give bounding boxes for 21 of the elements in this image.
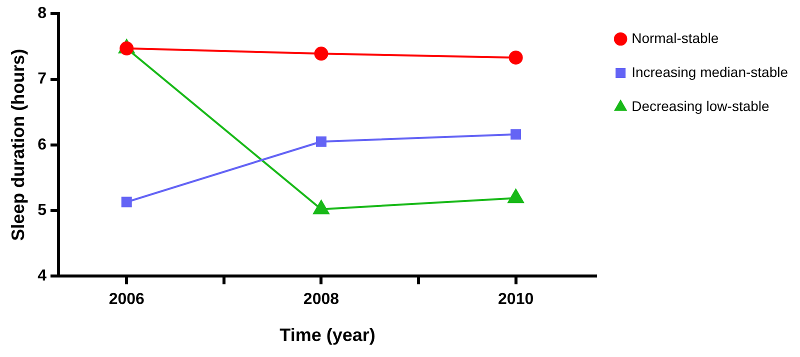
point — [510, 129, 522, 140]
y-tick-label: 6 — [38, 136, 47, 154]
point — [508, 189, 524, 204]
x-tick-label: 2008 — [303, 291, 340, 308]
y-tick-label: 7 — [38, 70, 47, 88]
x-tick-label: 2006 — [108, 291, 145, 308]
point — [120, 41, 134, 56]
point — [313, 200, 330, 214]
y-tick-label: 5 — [38, 202, 47, 219]
legend-label: Decreasing low-stable — [632, 98, 770, 114]
x-tick-label: 2010 — [498, 291, 534, 308]
x-axis-title: Time (year) — [280, 325, 376, 346]
point — [314, 46, 328, 61]
legend-label: Normal-stable — [632, 30, 719, 46]
point — [508, 50, 523, 65]
y-tick-label: 8 — [38, 5, 47, 22]
legend-label: Increasing median-stable — [632, 64, 788, 80]
y-axis-title: Sleep duration (hours) — [8, 48, 28, 241]
point — [316, 136, 326, 147]
point — [121, 196, 132, 208]
y-tick-label: 4 — [38, 268, 47, 285]
